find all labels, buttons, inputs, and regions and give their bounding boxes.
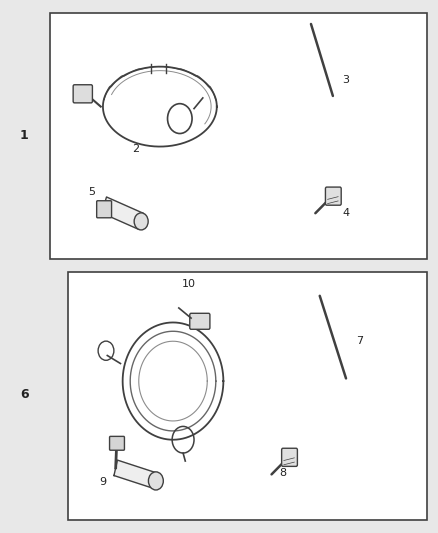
Text: 2: 2	[132, 144, 139, 154]
Bar	[50, 13, 427, 259]
FancyBboxPatch shape	[325, 187, 341, 205]
Circle shape	[134, 213, 148, 230]
FancyBboxPatch shape	[110, 437, 124, 450]
Polygon shape	[102, 197, 144, 229]
Bar	[68, 272, 427, 520]
Text: 9: 9	[99, 478, 106, 487]
FancyBboxPatch shape	[190, 313, 210, 329]
FancyBboxPatch shape	[282, 448, 297, 466]
Circle shape	[148, 472, 163, 490]
Text: 7: 7	[356, 336, 363, 346]
Text: 5: 5	[88, 187, 95, 197]
Text: 8: 8	[279, 469, 286, 478]
Text: 6: 6	[20, 388, 28, 401]
FancyBboxPatch shape	[73, 85, 92, 103]
Text: 10: 10	[181, 279, 195, 288]
Polygon shape	[114, 460, 158, 489]
Text: 1: 1	[20, 130, 28, 142]
Text: 3: 3	[343, 75, 350, 85]
FancyBboxPatch shape	[97, 201, 112, 218]
Text: 4: 4	[343, 208, 350, 218]
